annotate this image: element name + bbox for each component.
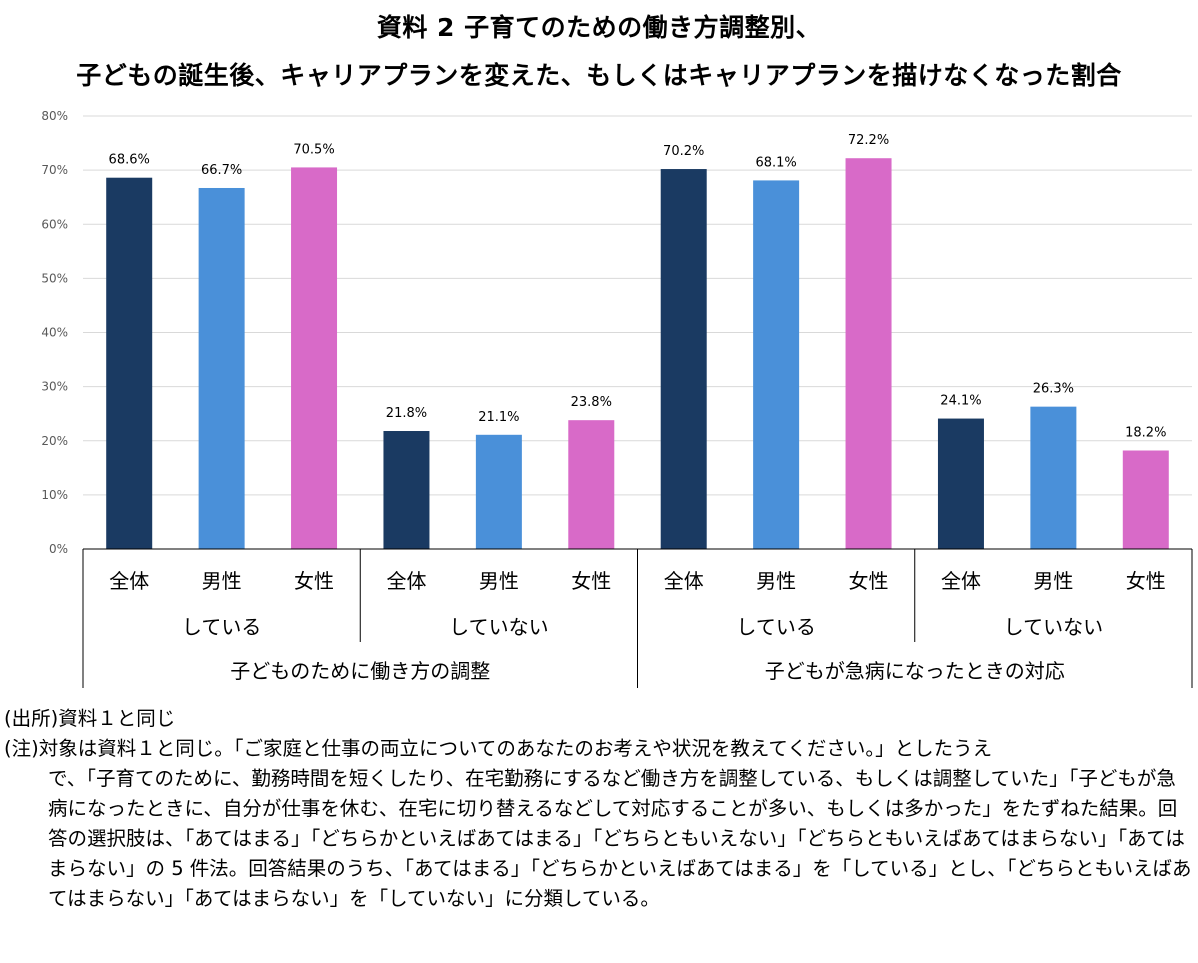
footnote-first-line: 対象は資料１と同じ。「ご家庭と仕事の両立についてのあなたのお考えや状況を教えてく…	[38, 737, 993, 760]
data-label: 21.1%	[478, 410, 519, 425]
footnote-continued: で、「子育てのために、勤務時間を短くしたり、在宅勤務にするなど働き方を調整してい…	[48, 767, 1192, 910]
chart-title-line-1: 資料 2 子育てのための働き方調整別、	[376, 13, 822, 42]
source-text: 資料１と同じ	[58, 707, 176, 730]
bar	[845, 158, 892, 549]
data-label: 21.8%	[386, 406, 427, 421]
category-label: 女性	[571, 569, 611, 593]
chart-title-line-2: 子どもの誕生後、キャリアプランを変えた、もしくはキャリアプランを描けなくなった割…	[76, 61, 1122, 90]
source-label: (出所)	[4, 707, 59, 730]
source-note: (出所) 資料１と同じ	[4, 704, 1194, 734]
footnote: (注) 対象は資料１と同じ。「ご家庭と仕事の両立についてのあなたのお考えや状況を…	[4, 734, 1194, 764]
bar	[383, 431, 430, 549]
group-label: 子どもが急病になったときの対応	[765, 659, 1065, 683]
y-tick-label: 10%	[41, 488, 68, 502]
data-label: 26.3%	[1033, 382, 1074, 397]
category-label: 男性	[202, 569, 242, 593]
y-tick-label: 70%	[41, 163, 68, 177]
y-tick-label: 80%	[41, 109, 68, 123]
bar	[753, 180, 800, 549]
bar	[568, 420, 615, 549]
bar	[475, 434, 522, 549]
subgroup-label: している	[182, 615, 261, 639]
category-label: 全体	[109, 569, 149, 593]
data-label: 23.8%	[571, 395, 612, 410]
data-label: 70.2%	[663, 144, 704, 159]
bar	[660, 169, 707, 550]
bar-chart: 0% 10% 20% 30% 40% 50% 60% 70% 80% 68.6% 全体 66.7% 男性…	[41, 109, 1193, 688]
category-label: 男性	[1033, 569, 1073, 593]
data-label: 18.2%	[1125, 425, 1166, 440]
y-tick-label: 50%	[41, 271, 68, 285]
group-label: 子どものために働き方の調整	[230, 659, 490, 683]
category-label: 女性	[294, 569, 334, 593]
bar	[1030, 406, 1077, 549]
y-tick-label: 40%	[41, 326, 68, 340]
bar	[106, 177, 153, 549]
data-label: 24.1%	[940, 394, 981, 409]
subgroup-label: していない	[449, 615, 548, 639]
y-tick-label: 0%	[49, 542, 68, 556]
bar	[937, 418, 984, 549]
subgroup-label: している	[736, 615, 815, 639]
y-tick-label: 20%	[41, 434, 68, 448]
data-label: 66.7%	[201, 163, 242, 178]
y-tick-label: 30%	[41, 380, 68, 394]
category-label: 女性	[1126, 569, 1166, 593]
subgroup-label: していない	[1004, 615, 1103, 639]
category-label: 女性	[849, 569, 889, 593]
data-label: 72.2%	[848, 133, 889, 148]
data-label: 70.5%	[293, 142, 334, 157]
category-label: 男性	[756, 569, 796, 593]
category-label: 男性	[479, 569, 519, 593]
category-label: 全体	[664, 569, 704, 593]
notes: (出所) 資料１と同じ (注) 対象は資料１と同じ。「ご家庭と仕事の両立について…	[4, 704, 1194, 914]
y-tick-label: 60%	[41, 217, 68, 231]
bar	[198, 187, 245, 549]
category-label: 全体	[941, 569, 981, 593]
data-label: 68.6%	[109, 153, 150, 168]
bar	[1122, 450, 1169, 549]
footnote-text: 対象は資料１と同じ。「ご家庭と仕事の両立についてのあなたのお考えや状況を教えてく…	[39, 734, 1194, 764]
footnote-label: (注)	[4, 737, 39, 760]
bar	[291, 167, 338, 549]
data-label: 68.1%	[755, 155, 796, 170]
category-label: 全体	[386, 569, 426, 593]
